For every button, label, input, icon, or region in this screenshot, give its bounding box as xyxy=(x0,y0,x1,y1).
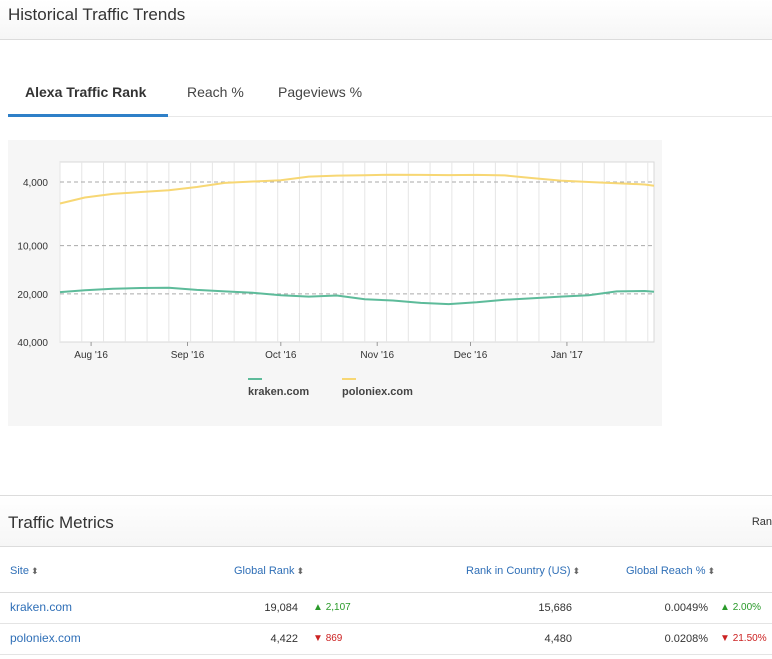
site-link[interactable]: kraken.com xyxy=(10,600,73,614)
chart-svg: 4,000 10,000 20,000 40,000 Aug '16 Sep '16 Oct… xyxy=(17,161,655,361)
col-site-label: Site xyxy=(10,565,29,577)
series-line-kraken-com xyxy=(59,286,655,306)
table-row: poloniex.com 4,422 ▼ 869 4,480 0.0208% ▼… xyxy=(0,624,772,655)
traffic-rank-chart: 4,000 10,000 20,000 40,000 Aug '16 Sep '16 Oct… xyxy=(8,140,662,426)
col-global-rank[interactable]: Global Rank ⬍ xyxy=(234,565,304,577)
global-rank-value: 4,422 xyxy=(270,633,298,645)
sort-icon: ⬍ xyxy=(707,566,716,576)
table-row: kraken.com 19,084 ▲ 2,107 15,686 0.0049%… xyxy=(0,593,772,624)
active-tab-indicator xyxy=(8,114,168,117)
tab-reach[interactable]: Reach % xyxy=(187,84,244,100)
y-tick-label: 40,000 xyxy=(17,338,48,349)
table-header-divider xyxy=(0,592,772,593)
x-tick-label: Dec '16 xyxy=(454,350,488,361)
col-global-reach[interactable]: Global Reach % ⬍ xyxy=(626,565,715,577)
historical-title: Historical Traffic Trends xyxy=(8,5,186,24)
reach-delta-value: 21.50% xyxy=(732,633,767,644)
metrics-title: Traffic Metrics xyxy=(8,513,114,532)
col-rank-country[interactable]: Rank in Country (US) ⬍ xyxy=(466,565,580,577)
rank-delta-value: 869 xyxy=(325,633,343,644)
reach-delta: ▲ 2.00% xyxy=(720,602,761,613)
y-tick-label: 10,000 xyxy=(17,242,48,253)
plot-area xyxy=(59,161,655,343)
col-global-rank-label: Global Rank xyxy=(234,565,295,577)
legend-kraken-swatch xyxy=(248,378,262,380)
col-site[interactable]: Site ⬍ xyxy=(10,565,39,577)
y-tick-label: 4,000 xyxy=(23,178,48,189)
x-tick-label: Oct '16 xyxy=(265,350,297,361)
x-tick-label: Aug '16 xyxy=(74,350,108,361)
sort-icon: ⬍ xyxy=(572,566,581,576)
x-tick-label: Jan '17 xyxy=(551,350,583,361)
rank-country-value: 15,686 xyxy=(538,602,572,614)
rank-delta: ▼ 869 xyxy=(313,633,342,644)
x-tick-label: Nov '16 xyxy=(360,350,394,361)
reach-delta-value: 2.00% xyxy=(732,602,762,613)
historical-header: Historical Traffic Trends xyxy=(0,0,772,40)
legend-poloniex-label: poloniex.com xyxy=(342,386,413,398)
traffic-tabs: Alexa Traffic Rank Reach % Pageviews % xyxy=(8,70,772,117)
tab-pageviews[interactable]: Pageviews % xyxy=(278,84,363,100)
global-reach-value: 0.0208% xyxy=(664,633,708,645)
global-rank-value: 19,084 xyxy=(264,602,298,614)
y-tick-label: 20,000 xyxy=(17,290,48,301)
rank-country-value: 4,480 xyxy=(544,633,572,645)
tab-alexa-traffic-rank[interactable]: Alexa Traffic Rank xyxy=(25,84,147,100)
metrics-cut-label: Ran xyxy=(751,516,772,528)
legend-kraken-label: kraken.com xyxy=(248,386,310,398)
site-link[interactable]: poloniex.com xyxy=(10,631,81,645)
rank-delta-value: 2,107 xyxy=(325,602,351,613)
legend-poloniex-swatch xyxy=(342,378,356,380)
sort-icon: ⬍ xyxy=(296,566,305,576)
col-rank-country-label: Rank in Country (US) xyxy=(466,565,571,577)
x-tick-label: Sep '16 xyxy=(171,350,205,361)
arrow-down-icon: ▼ xyxy=(313,633,323,644)
col-global-reach-label: Global Reach % xyxy=(626,565,706,577)
global-reach-value: 0.0049% xyxy=(664,602,708,614)
sort-icon: ⬍ xyxy=(30,566,39,576)
arrow-up-icon: ▲ xyxy=(313,602,323,613)
legend-kraken[interactable]: kraken.com xyxy=(248,378,310,398)
arrow-up-icon: ▲ xyxy=(720,602,730,613)
legend-poloniex[interactable]: poloniex.com xyxy=(342,378,413,398)
rank-delta: ▲ 2,107 xyxy=(313,602,351,613)
arrow-down-icon: ▼ xyxy=(720,633,730,644)
metrics-header: Traffic Metrics Ran xyxy=(0,495,772,547)
series-line-poloniex-com xyxy=(59,173,655,205)
reach-delta: ▼ 21.50% xyxy=(720,633,767,644)
